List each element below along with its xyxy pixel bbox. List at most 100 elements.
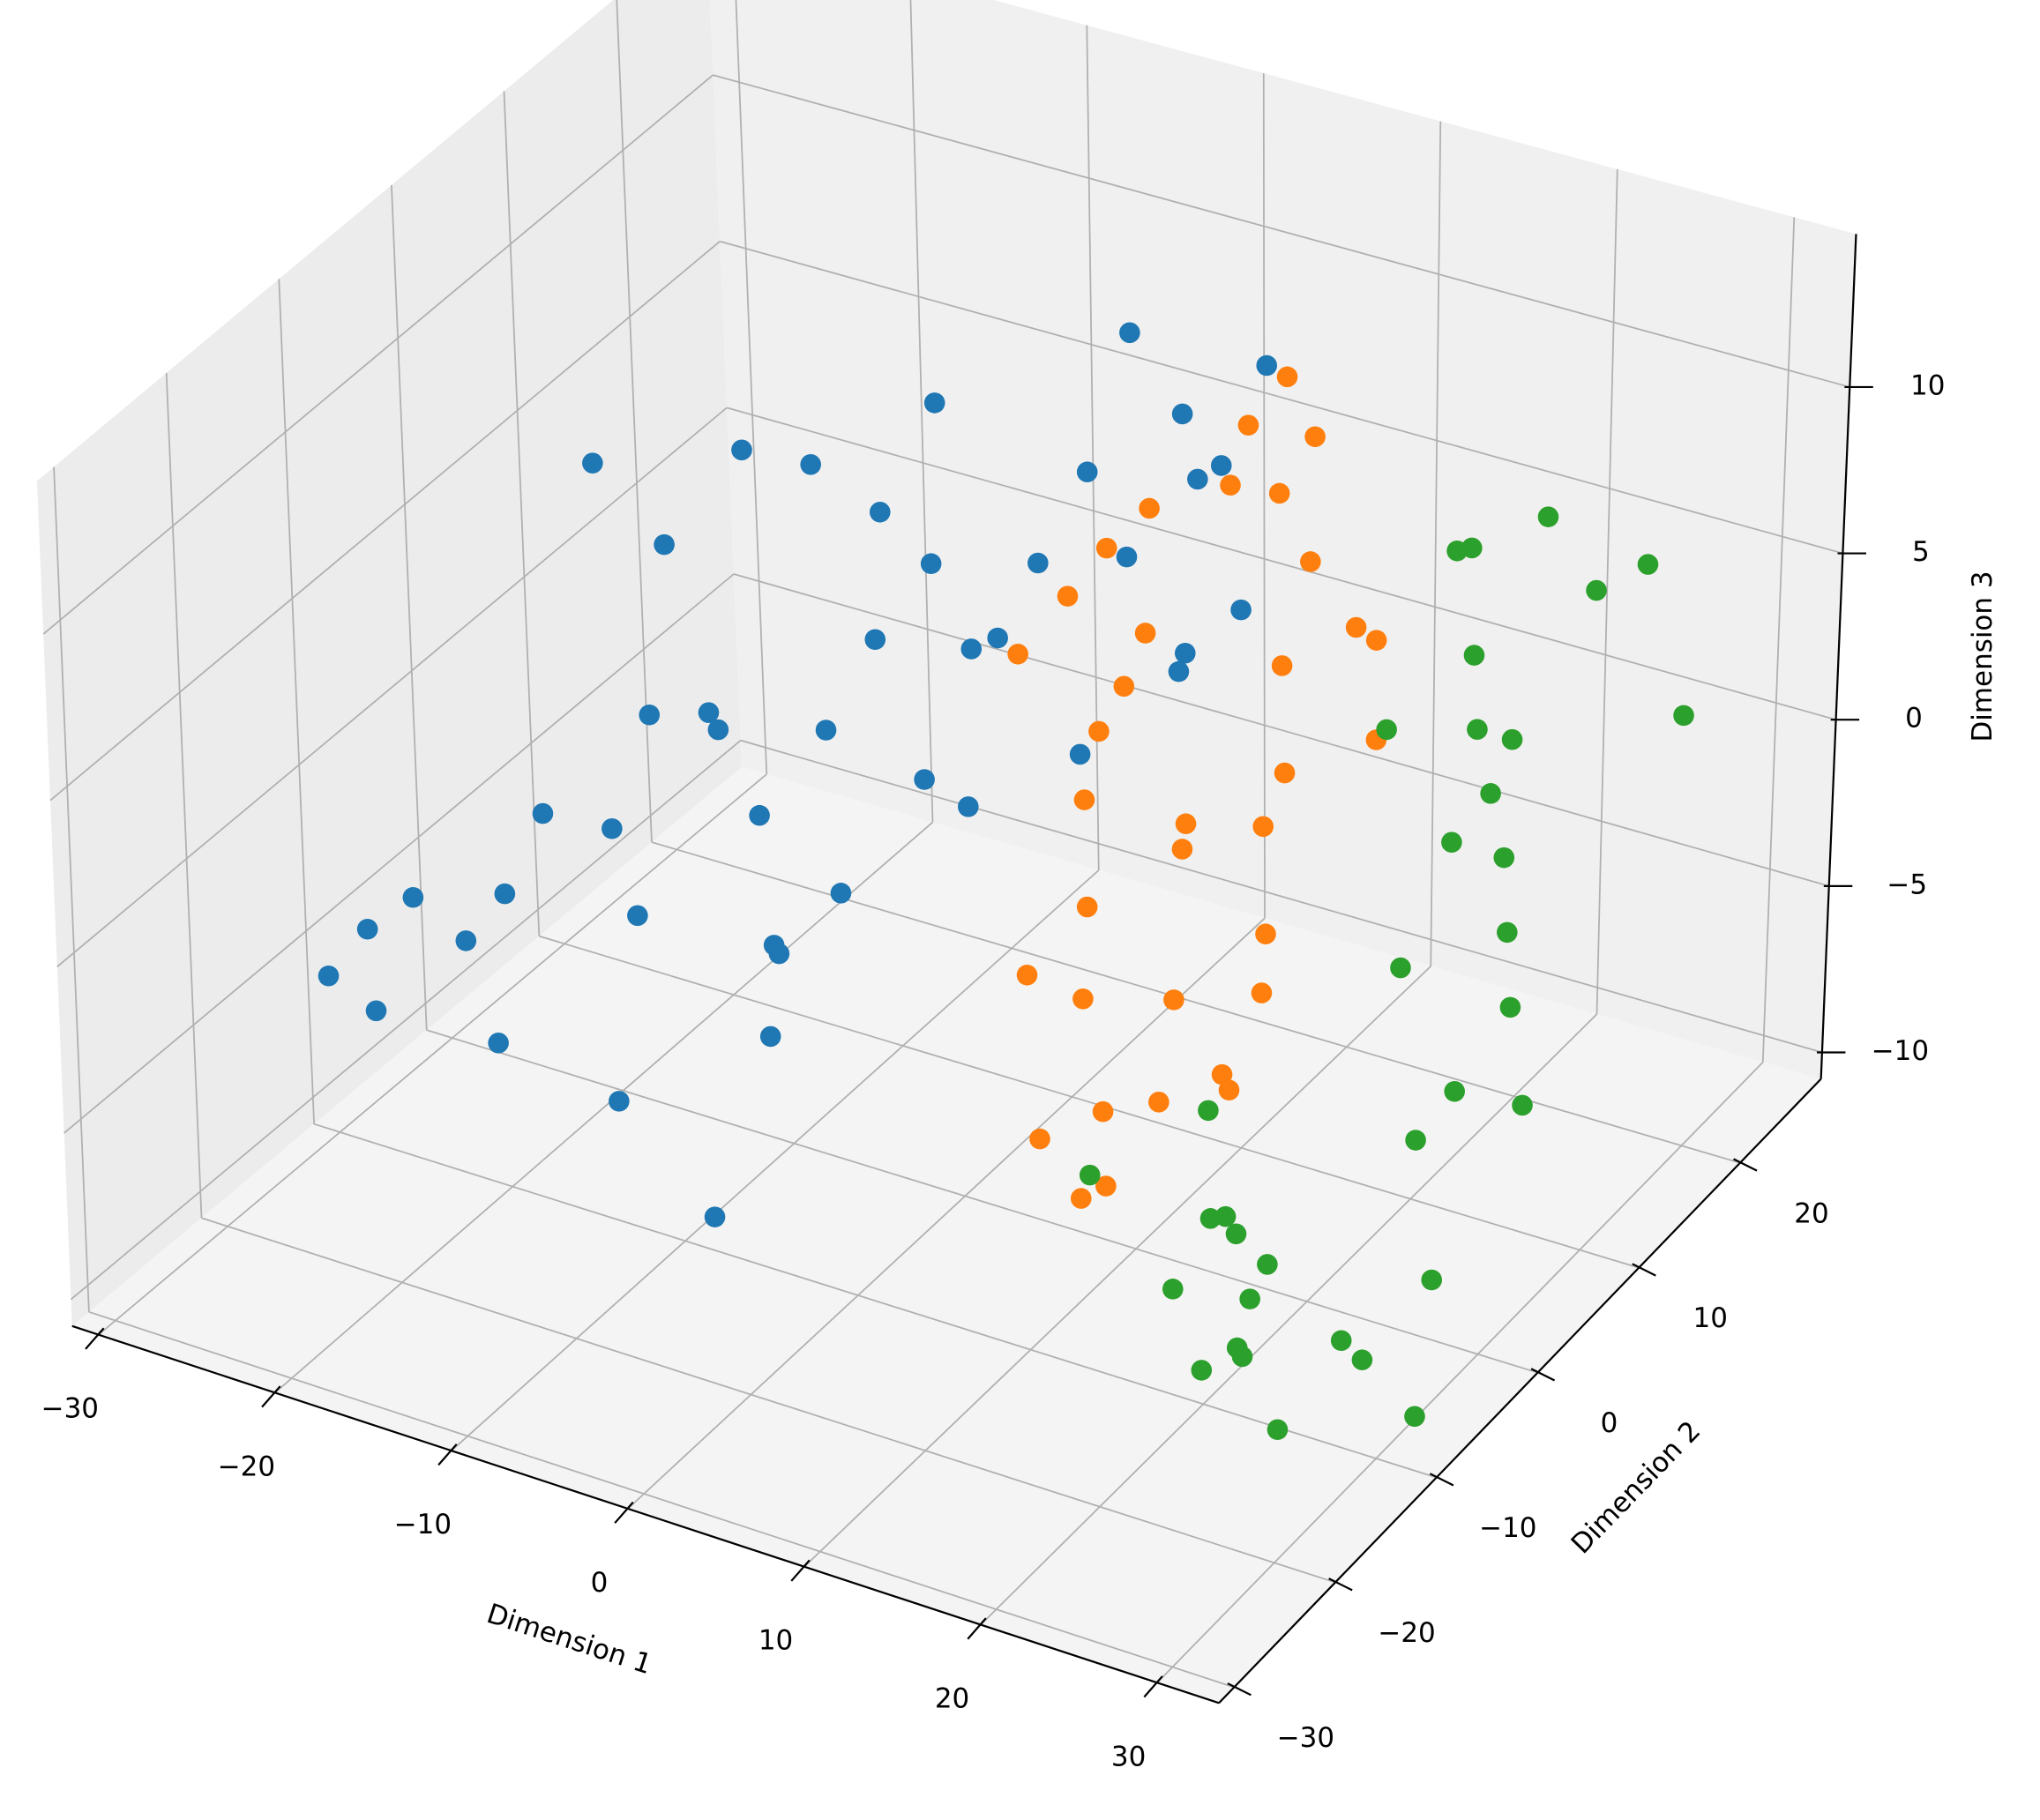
point — [1092, 1100, 1114, 1123]
point — [1463, 645, 1485, 666]
point — [749, 804, 770, 826]
point — [1271, 655, 1293, 676]
y-tick — [1530, 1368, 1556, 1382]
y-tick — [1227, 1682, 1252, 1697]
point — [1095, 1175, 1117, 1197]
point — [1441, 832, 1462, 853]
point — [1493, 847, 1515, 869]
grid-line — [1761, 217, 1796, 1063]
grid-line — [274, 821, 934, 1394]
x-tick-label: −20 — [218, 1451, 275, 1482]
point — [1079, 1164, 1101, 1186]
point — [1198, 1100, 1219, 1122]
point — [1016, 964, 1038, 986]
point — [1231, 1346, 1253, 1368]
point — [1210, 455, 1232, 476]
point — [602, 817, 623, 839]
point — [1148, 1092, 1169, 1113]
z-tick-label: −5 — [1887, 869, 1927, 900]
point — [1537, 506, 1559, 527]
x-tick — [1143, 1675, 1163, 1698]
grid-line — [539, 935, 1640, 1269]
point — [1187, 468, 1208, 490]
point — [1251, 982, 1273, 1003]
grid-line — [64, 573, 735, 1134]
point — [1076, 896, 1098, 918]
point — [1673, 705, 1694, 727]
point — [654, 533, 675, 556]
point — [356, 918, 378, 940]
point — [402, 886, 424, 908]
point — [1421, 1269, 1443, 1291]
point — [609, 1091, 630, 1112]
point — [920, 553, 942, 575]
point — [1586, 579, 1607, 601]
point — [1501, 728, 1523, 750]
grid-line — [803, 966, 1431, 1568]
point — [488, 1032, 509, 1054]
point — [1218, 1079, 1240, 1101]
point — [1300, 551, 1321, 572]
point — [707, 719, 729, 741]
point — [1376, 719, 1397, 741]
point — [1095, 537, 1117, 559]
point — [1237, 414, 1259, 436]
point — [830, 883, 852, 904]
z-axis-title: Dimension 3 — [1967, 571, 1999, 742]
y-tick-label: 20 — [1794, 1197, 1828, 1229]
z-tick-label: 10 — [1910, 369, 1945, 401]
grid-line — [1156, 1061, 1764, 1683]
grid-line — [451, 869, 1100, 1451]
point — [731, 439, 752, 461]
x-tick-label: 0 — [591, 1567, 609, 1599]
grid-line — [735, 0, 768, 775]
x-tick — [967, 1617, 987, 1640]
point — [1499, 996, 1521, 1018]
grid-line — [70, 739, 742, 1301]
point — [627, 905, 648, 927]
point — [1139, 497, 1160, 519]
z-tick-label: −10 — [1872, 1035, 1929, 1067]
point — [494, 883, 516, 905]
grid-line — [909, 0, 934, 823]
point — [1119, 322, 1140, 344]
point — [532, 802, 554, 824]
grid-line — [627, 917, 1266, 1510]
x-tick-label: −10 — [394, 1509, 452, 1540]
x-axis-title: Dimension 1 — [483, 1598, 656, 1681]
point — [1345, 616, 1367, 638]
point — [1304, 426, 1326, 448]
grid-line — [980, 1013, 1598, 1626]
y-axis — [1218, 1078, 1822, 1704]
point — [455, 930, 477, 951]
point — [1168, 660, 1190, 682]
point — [1116, 546, 1138, 568]
point — [1029, 1128, 1050, 1150]
grid-line — [391, 184, 428, 1031]
y-tick — [1429, 1473, 1454, 1487]
point — [1171, 403, 1193, 425]
grid-line — [1262, 73, 1266, 919]
x-tick — [261, 1385, 281, 1408]
point — [1512, 1094, 1533, 1116]
grid-line — [503, 91, 541, 936]
y-axis-title: Dimension 2 — [1565, 1415, 1707, 1561]
grid-line — [88, 1310, 1235, 1689]
grid-line — [56, 407, 728, 967]
point — [318, 965, 340, 987]
x-axis — [71, 1324, 1220, 1704]
x-tick — [790, 1559, 811, 1582]
point — [864, 629, 886, 651]
y-tick — [1733, 1158, 1758, 1172]
grid-line — [42, 74, 714, 635]
point — [1365, 630, 1387, 651]
grid-line — [1430, 121, 1442, 966]
x-tick — [437, 1443, 458, 1466]
point — [1239, 1288, 1260, 1309]
left-pane — [36, 0, 743, 1326]
point — [1461, 537, 1483, 559]
point — [639, 704, 661, 726]
x-tick-label: −30 — [41, 1393, 99, 1425]
point — [763, 935, 785, 956]
